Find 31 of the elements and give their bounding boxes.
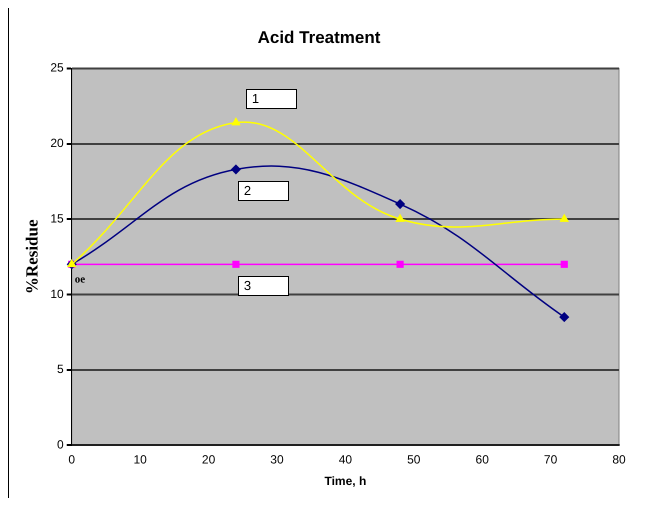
label-box: 1 xyxy=(246,88,297,109)
point xyxy=(560,312,570,322)
y-tick-label: 20 xyxy=(50,136,64,150)
label-box: 3 xyxy=(238,276,289,296)
y-tick-label: 5 xyxy=(57,362,64,376)
y-tick-label: 25 xyxy=(50,60,64,75)
annotation: oe xyxy=(74,273,86,286)
x-tick-label: 0 xyxy=(68,452,76,467)
point xyxy=(396,214,404,222)
x-tick-label: 40 xyxy=(338,452,352,467)
chart-title: Acid Treatment xyxy=(258,28,381,47)
y-tick-label: 10 xyxy=(50,286,64,301)
x-tick-label: 20 xyxy=(202,452,216,467)
x-tick-label: 30 xyxy=(270,452,284,467)
x-tick-label: 10 xyxy=(133,452,148,467)
point xyxy=(396,260,404,268)
y-tick-label: 0 xyxy=(57,438,64,452)
x-tick-label: 50 xyxy=(407,452,421,467)
x-tick-label: 60 xyxy=(476,452,490,467)
point xyxy=(395,199,405,209)
point xyxy=(232,260,240,268)
y-tick-label: 15 xyxy=(50,211,64,226)
point xyxy=(560,260,568,268)
x-tick-label: 70 xyxy=(544,452,558,467)
x-axis-title: Time, h xyxy=(324,474,366,488)
x-tick-label: 80 xyxy=(612,452,626,467)
point xyxy=(231,164,241,174)
point xyxy=(232,118,240,126)
y-axis-title: %Residue xyxy=(22,219,42,294)
point xyxy=(560,214,568,222)
label-box: 2 xyxy=(238,181,289,202)
